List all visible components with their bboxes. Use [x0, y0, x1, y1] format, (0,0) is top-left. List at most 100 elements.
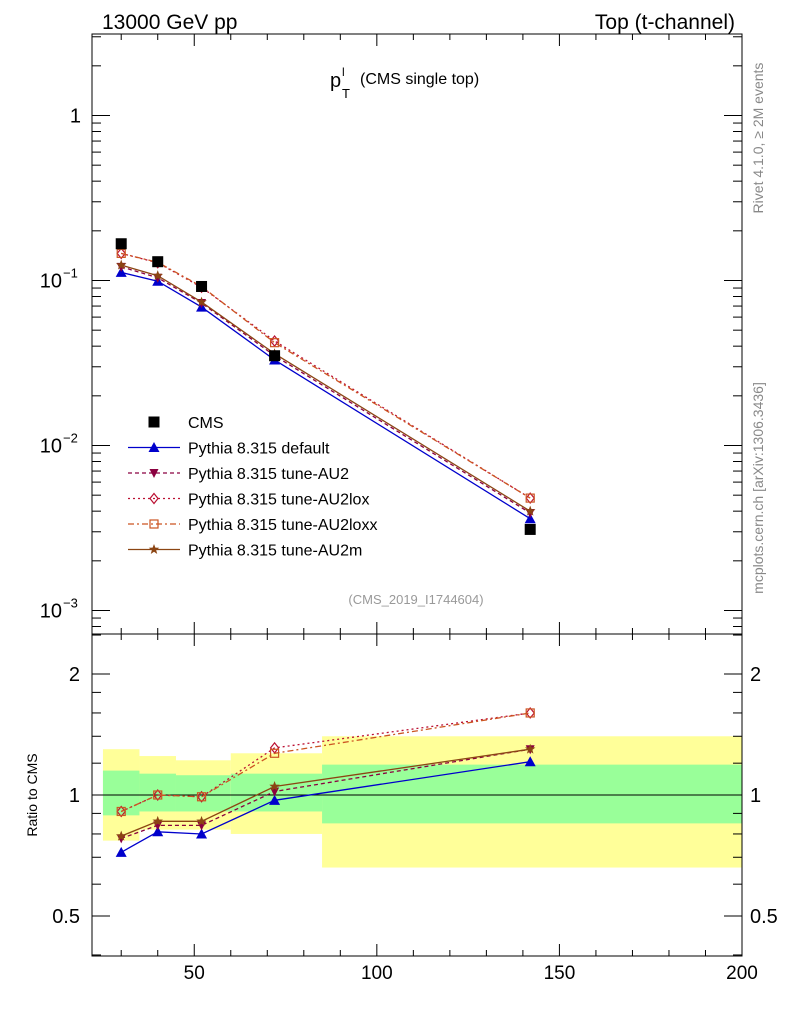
legend-label-3: Pythia 8.315 tune-AU2	[188, 466, 349, 483]
y-tick-label-ratio-right-1: 0.5	[750, 906, 778, 928]
legend-label-6: Pythia 8.315 tune-AU2m	[188, 543, 362, 560]
main-series-3-point-1	[116, 247, 126, 260]
ratio-series-layer	[115, 706, 536, 857]
main-series-5-point-5	[524, 505, 536, 516]
ratio-series-3-point-5	[525, 706, 535, 719]
main-series-1-point-5	[524, 513, 536, 524]
mcplots-label: mcplots.cern.ch [arXiv:1306.3436]	[750, 382, 766, 594]
y-tick-exponent-main-2: −1	[63, 266, 78, 281]
ratio-series-1-point-5	[524, 756, 536, 767]
ratio-series-4-point-1	[116, 806, 126, 817]
ratio-series-1	[115, 756, 536, 857]
main-series-3-point-4	[269, 335, 280, 347]
x-tick-label-3: 150	[544, 963, 576, 984]
main-series-4-point-1	[116, 248, 126, 258]
y-tick-label-ratio-left-2: 1	[69, 785, 80, 807]
legend-label-1: CMS	[188, 415, 224, 432]
ratio-series-5-point-2	[152, 815, 163, 826]
main-series-4	[116, 248, 535, 503]
ratio-series-5-point-4	[269, 780, 280, 791]
ratio-series-4	[116, 708, 535, 817]
title-subscript: T	[342, 86, 350, 101]
legend-entry-5: Pythia 8.315 tune-AU2loxx	[128, 517, 377, 534]
y-tick-label-main-3: 10	[40, 436, 62, 458]
y-tick-label-main-1: 1	[70, 106, 81, 128]
ratio-series-line-4	[120, 712, 531, 813]
ratio-series-line-3	[120, 712, 531, 813]
main-series-layer	[115, 238, 536, 535]
title-variable: p	[330, 70, 341, 92]
x-tick-label-1: 50	[184, 963, 205, 984]
green-band-5	[322, 764, 742, 824]
cms-data-point-3	[196, 280, 208, 292]
legend-entry-4: Pythia 8.315 tune-AU2lox	[128, 492, 369, 509]
legend-marker-5	[149, 519, 159, 529]
y-tick-label-main-4: 10	[40, 601, 62, 623]
green-band-2	[139, 773, 176, 812]
header-right-label: Top (t-channel)	[595, 11, 735, 34]
ratio-series-5-point-5	[524, 743, 536, 754]
ratio-series-4-point-3	[196, 792, 207, 802]
ratio-series-3-point-2	[152, 789, 163, 801]
main-series-1-point-1	[115, 266, 127, 277]
y-tick-label-ratio-right-3: 2	[750, 664, 761, 686]
header-left-label: 13000 GeV pp	[102, 11, 237, 34]
cms-data-series	[115, 238, 536, 535]
legend: CMS Pythia 8.315 default Pythia 8.315 tune…	[128, 415, 377, 560]
main-title: p l T (CMS single top)	[330, 65, 479, 101]
x-tick-label-4: 200	[726, 963, 758, 984]
ratio-series-1-point-4	[269, 794, 281, 805]
ratio-series-1-point-1	[115, 846, 127, 857]
legend-entry-6: Pythia 8.315 tune-AU2m	[128, 543, 362, 560]
legend-entry-3: Pythia 8.315 tune-AU2	[128, 466, 349, 483]
legend-marker-6	[148, 544, 160, 554]
cms-data-point-1	[115, 238, 127, 250]
cms-data-point-2	[152, 256, 164, 268]
y-tick-label-ratio-left-1: 0.5	[52, 906, 80, 928]
legend-entry-2: Pythia 8.315 default	[128, 441, 330, 458]
ratio-series-5-point-3	[196, 815, 207, 826]
title-suffix: (CMS single top)	[360, 71, 479, 88]
main-series-4-point-4	[269, 338, 280, 348]
ratio-series-5	[115, 743, 536, 841]
legend-label-4: Pythia 8.315 tune-AU2lox	[188, 492, 369, 509]
x-tick-label-2: 100	[361, 963, 393, 984]
ratio-series-1-point-2	[152, 826, 164, 837]
legend-label-2: Pythia 8.315 default	[188, 441, 330, 458]
cms-data-point-4	[269, 350, 281, 362]
main-series-3-point-5	[525, 492, 535, 505]
main-series-5-point-1	[115, 259, 127, 270]
y-tick-label-ratio-right-2: 1	[750, 785, 761, 807]
ratio-series-1-point-3	[196, 828, 208, 839]
main-series-3	[116, 247, 535, 505]
y-tick-exponent-main-4: −3	[63, 596, 78, 611]
rivet-label: Rivet 4.1.0, ≥ 2M events	[750, 63, 766, 214]
y-tick-label-ratio-left-3: 2	[69, 664, 80, 686]
legend-marker-1	[148, 416, 160, 428]
analysis-tag: (CMS_2019_I1744604)	[348, 592, 483, 607]
main-series-line-3	[121, 252, 531, 499]
ratio-series-4-point-2	[153, 790, 163, 800]
main-series-1	[115, 266, 536, 524]
y-tick-exponent-main-3: −2	[63, 431, 78, 446]
ratio-series-4-point-4	[269, 748, 280, 758]
legend-entry-1: CMS	[148, 415, 224, 432]
y-tick-label-main-2: 10	[40, 271, 62, 293]
ratio-uncertainty-bands	[102, 736, 742, 868]
ratio-ylabel: Ratio to CMS	[24, 753, 40, 836]
cms-data-point-5	[524, 523, 536, 535]
ratio-series-4-point-5	[525, 708, 535, 718]
title-superscript: l	[342, 65, 345, 79]
legend-marker-2	[148, 442, 160, 452]
ratio-series-5-point-1	[115, 830, 127, 841]
legend-label-5: Pythia 8.315 tune-AU2loxx	[188, 517, 377, 534]
legend-marker-4	[149, 492, 159, 505]
main-series-4-point-5	[525, 493, 535, 503]
legend-marker-3	[149, 469, 159, 478]
main-series-5-point-3	[196, 296, 207, 307]
green-band-1	[102, 770, 140, 816]
main-series-5-point-2	[152, 270, 163, 281]
